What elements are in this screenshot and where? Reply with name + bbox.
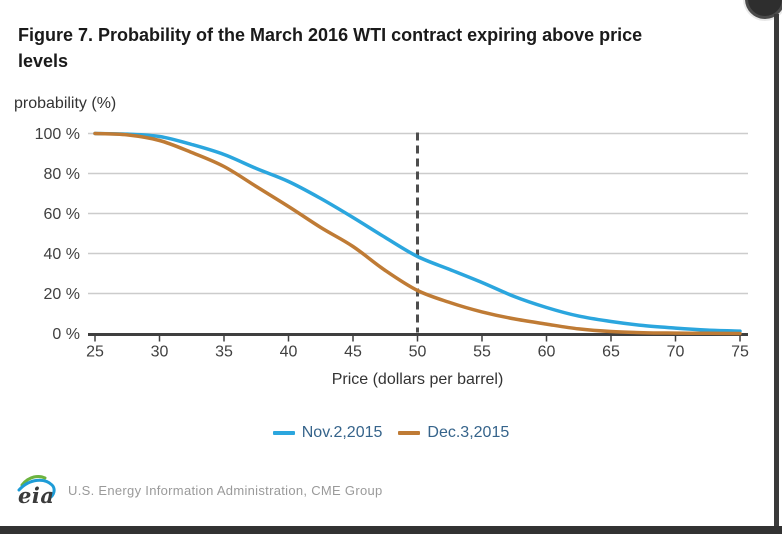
figure-title: Figure 7. Probability of the March 2016 … — [18, 25, 643, 71]
y-axis-title: probability (%) — [14, 95, 117, 112]
legend-dash-icon — [272, 431, 295, 435]
footer: eia U.S. Energy Information Administrati… — [14, 472, 383, 508]
x-tick-label-30: 30 — [151, 343, 169, 360]
frame-right-border — [774, 14, 779, 530]
x-tick-label-65: 65 — [602, 343, 620, 360]
legend-dash-icon — [398, 431, 421, 435]
x-tick-label-70: 70 — [667, 343, 685, 360]
eia-logo-blue-swoosh — [17, 478, 56, 499]
source-text: U.S. Energy Information Administration, … — [68, 482, 383, 498]
y-tick-label-0: 0 % — [52, 326, 80, 343]
x-tick-label-75: 75 — [731, 343, 749, 360]
y-tick-label-60: 60 % — [44, 206, 80, 223]
y-tick-label-40: 40 % — [44, 246, 80, 263]
series-line-1 — [93, 131, 742, 336]
frame-bottom-border — [0, 526, 782, 534]
legend: Nov.2,2015 Dec.3,2015 — [0, 424, 782, 442]
series-line-0 — [93, 131, 742, 333]
legend-item-0[interactable]: Nov.2,2015 — [272, 424, 383, 442]
legend-label: Dec.3,2015 — [427, 424, 510, 441]
x-tick-label-50: 50 — [409, 343, 427, 360]
x-tick-label-55: 55 — [473, 343, 491, 360]
eia-logo: eia — [17, 475, 56, 508]
x-tick-label-25: 25 — [86, 343, 104, 360]
x-tick-label-35: 35 — [215, 343, 233, 360]
x-tick-label-60: 60 — [538, 343, 556, 360]
x-tick-label-45: 45 — [344, 343, 362, 360]
legend-label: Nov.2,2015 — [301, 424, 383, 441]
y-tick-label-100: 100 % — [35, 126, 80, 143]
x-tick-label-40: 40 — [280, 343, 298, 360]
y-tick-label-20: 20 % — [44, 286, 80, 303]
legend-item-1[interactable]: Dec.3,2015 — [398, 424, 509, 442]
x-axis-title: Price (dollars per barrel) — [331, 371, 504, 388]
y-tick-label-80: 80 % — [44, 166, 80, 183]
eia-logo-green-swoosh — [20, 475, 47, 487]
eia-logo-text: eia — [18, 483, 54, 508]
